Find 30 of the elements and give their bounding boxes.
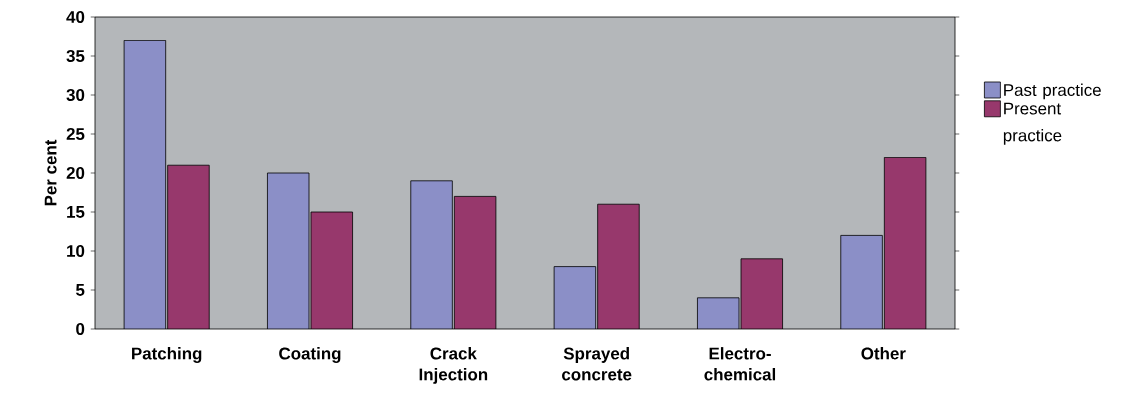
bar xyxy=(167,164,210,329)
bar xyxy=(740,258,783,329)
y-tick-label: 35 xyxy=(66,49,85,63)
bar xyxy=(410,180,453,329)
legend-label: Past practice xyxy=(1004,83,1101,100)
y-tick-label: 30 xyxy=(66,88,85,102)
bar xyxy=(597,203,640,329)
x-tick-label: Crack Injection xyxy=(419,347,488,384)
x-tick-label: Sprayed concrete xyxy=(562,347,632,381)
bar xyxy=(453,196,497,329)
x-tick-label: Other xyxy=(861,347,906,360)
y-tick-label: 25 xyxy=(66,128,85,140)
bar xyxy=(123,40,167,329)
y-tick-label: 40 xyxy=(66,11,85,23)
y-tick-label: 0 xyxy=(76,323,85,335)
x-tick-label: Electro-chemical xyxy=(704,347,776,381)
y-axis-title: Per cent xyxy=(44,139,57,206)
y-tick-label: 15 xyxy=(67,206,85,218)
x-tick-label: Patching xyxy=(132,347,202,363)
bar xyxy=(697,297,740,329)
bar xyxy=(883,157,927,329)
bar xyxy=(840,235,883,329)
legend-label: Present practice xyxy=(1003,102,1062,145)
y-tick-label: 5 xyxy=(76,284,85,296)
y-tick-label: 20 xyxy=(66,167,85,179)
bar xyxy=(553,266,597,329)
bar xyxy=(267,172,310,329)
y-tick-label: 10 xyxy=(67,245,85,257)
bar xyxy=(310,211,353,329)
x-tick-label: Coating xyxy=(279,347,341,363)
